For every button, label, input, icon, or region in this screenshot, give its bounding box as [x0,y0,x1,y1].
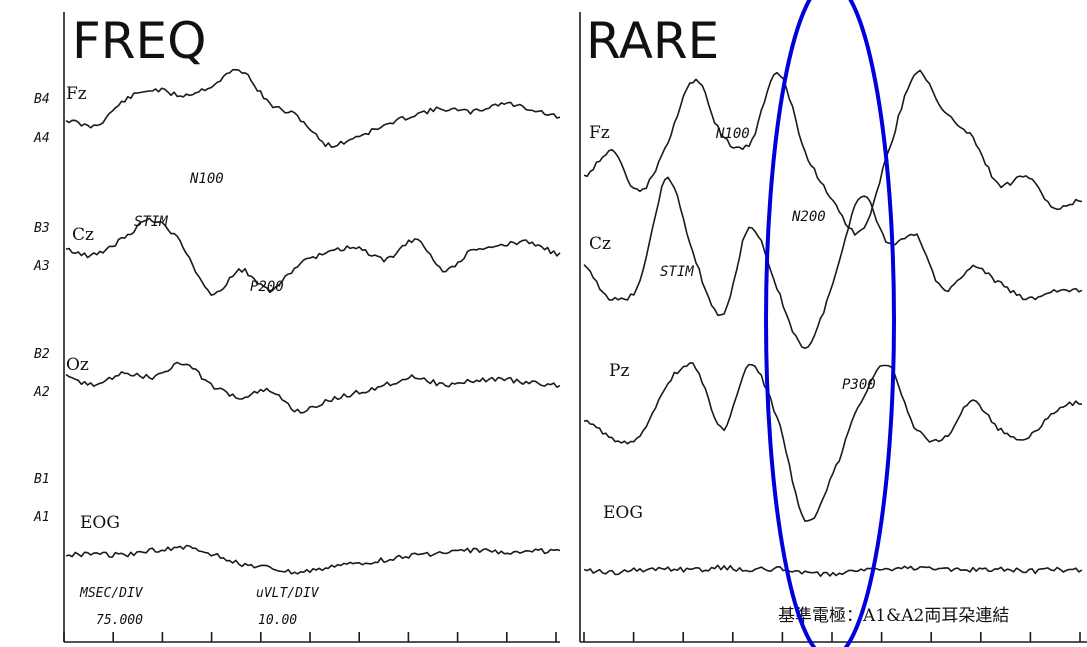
freq-panel: FREQ B4 A4 B3 A3 B2 A2 B1 A1 Fz Cz Oz EO… [33,12,561,643]
gain-label-a3: A3 [33,259,50,274]
trace-eog [583,564,1083,577]
rare-title: RARE [586,12,719,70]
gain-label-b2: B2 [34,347,50,362]
trace-oz [65,361,561,414]
trace-fz [65,68,561,148]
highlight-ellipse [764,0,896,647]
trace-eog [65,544,561,575]
freq-annotation-p200: P200 [250,279,284,295]
freq-x-ticks [63,632,557,642]
rare-traces [583,69,1083,577]
freq-msec-value: 75.000 [96,613,143,628]
gain-label-b1: B1 [34,472,50,487]
freq-channel-label-fz: Fz [66,84,87,104]
freq-uv-value: 10.00 [258,613,297,628]
freq-channel-label-eog: EOG [80,513,120,533]
gain-label-b4: B4 [34,92,50,107]
rare-annotation-stim: STIM [660,264,694,280]
freq-traces [65,68,561,575]
freq-annotation-stim: STIM [134,214,168,230]
rare-panel: RARE Fz Cz Pz EOG N100 STIM N200 P300 基準… [579,0,1087,647]
rare-channel-label-fz: Fz [589,123,610,143]
freq-msec-label: MSEC/DIV [79,586,144,601]
gain-label-a2: A2 [33,385,50,400]
freq-title: FREQ [72,12,206,70]
rare-channel-label-cz: Cz [589,234,611,254]
rare-annotation-n200: N200 [791,209,826,225]
rare-x-ticks [583,632,1081,642]
rare-annotation-n100: N100 [715,126,750,142]
trace-cz [65,217,561,296]
freq-channel-label-cz: Cz [72,225,94,245]
gain-label-b3: B3 [34,221,50,236]
freq-uv-label: uVLT/DIV [256,586,320,601]
rare-channel-label-eog: EOG [603,503,643,523]
freq-channel-label-oz: Oz [66,355,89,375]
gain-label-a1: A1 [33,510,50,525]
rare-annotation-p300: P300 [842,377,876,393]
rare-channel-label-pz: Pz [609,361,629,381]
trace-fz [583,69,1083,236]
trace-pz [583,362,1083,522]
gain-label-a4: A4 [33,131,50,146]
trace-cz [583,176,1083,349]
reference-electrode-note: 基準電極：A1&A2両耳朶連結 [778,606,1009,626]
freq-annotation-n100: N100 [189,171,224,187]
